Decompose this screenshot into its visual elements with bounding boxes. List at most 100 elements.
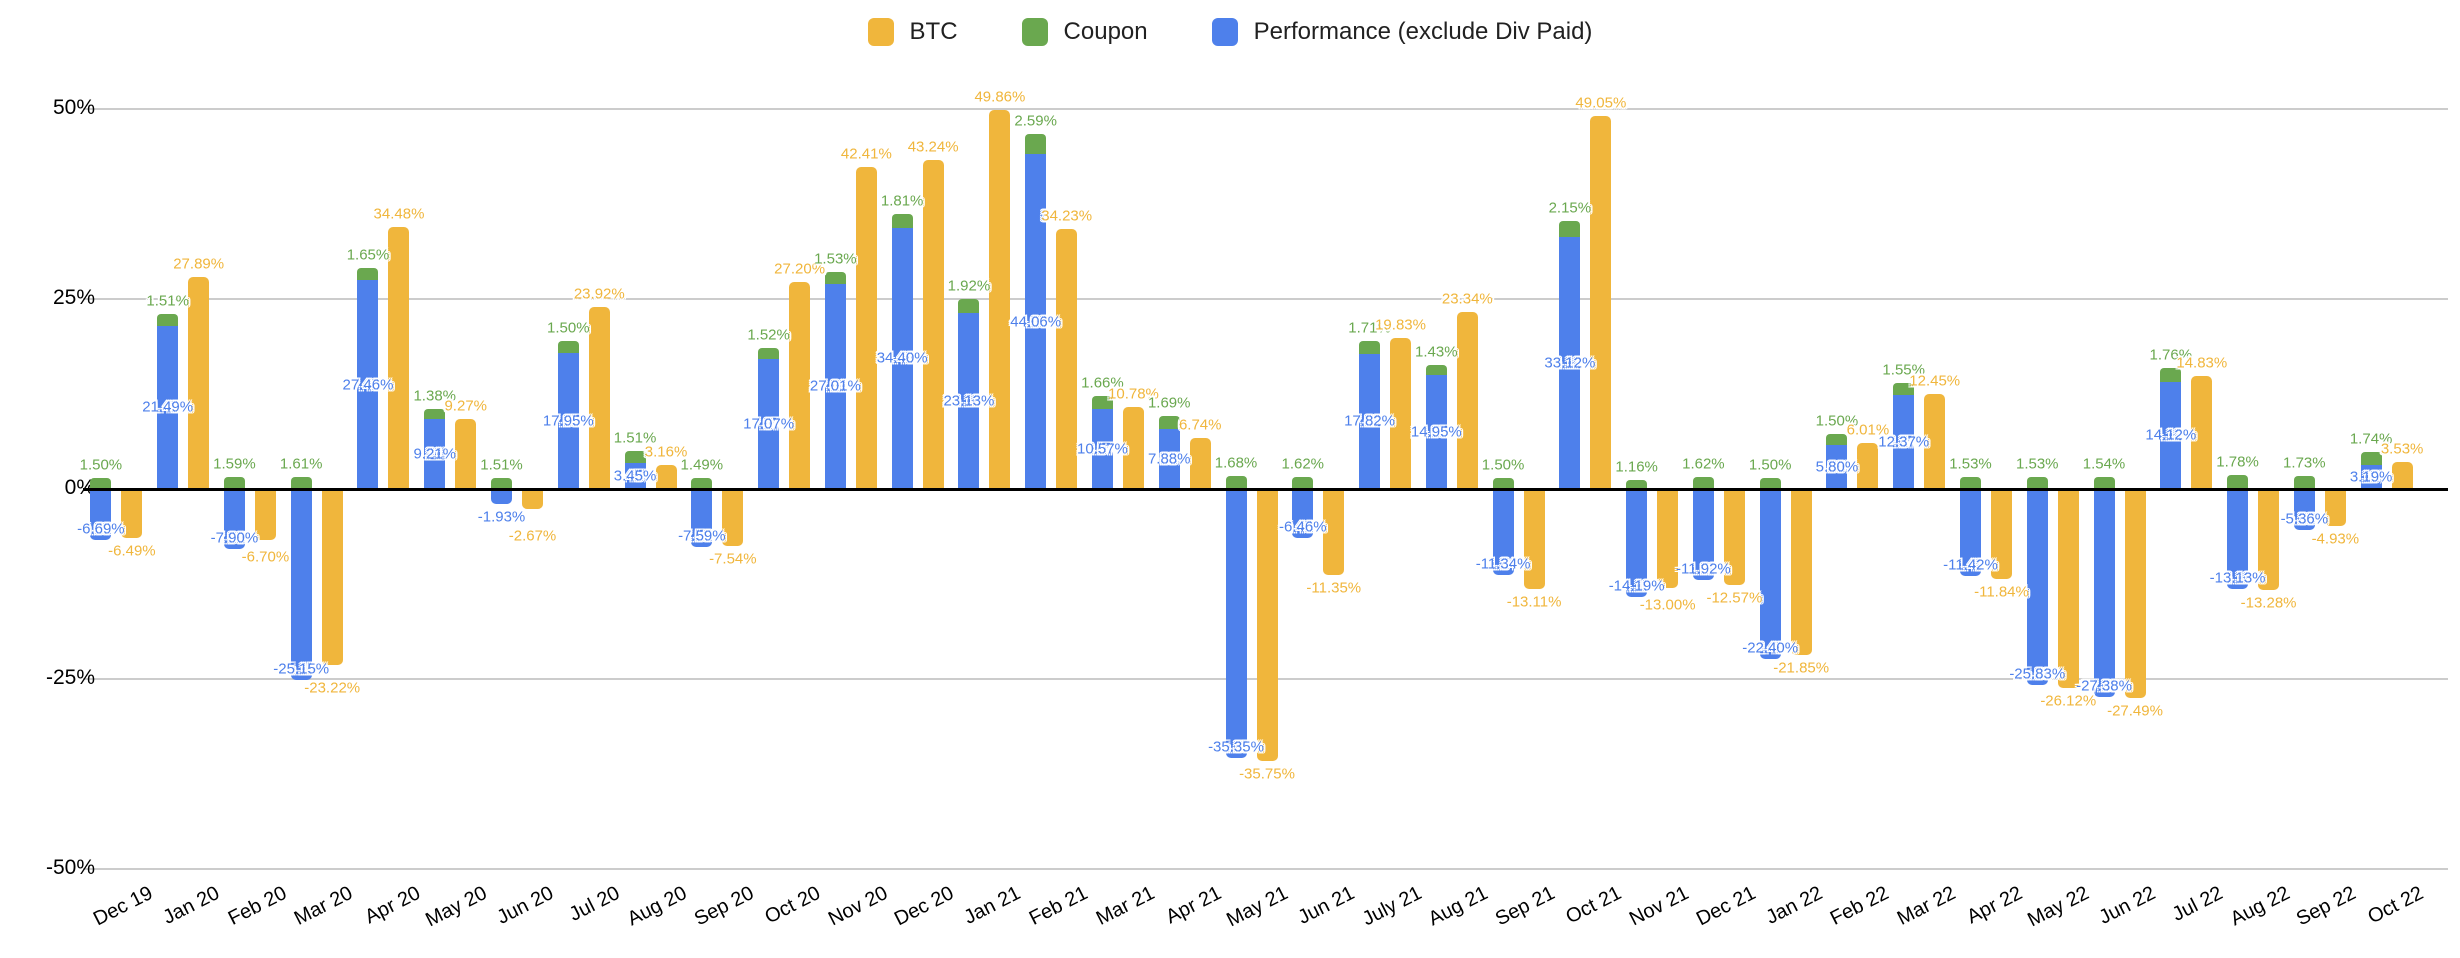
- label-performance: 5.80%: [1815, 458, 1859, 476]
- label-coupon: 1.73%: [2283, 454, 2326, 472]
- bar-btc: [188, 277, 210, 489]
- bar-coupon: [2293, 475, 2315, 489]
- label-btc: -11.84%: [1974, 583, 2029, 601]
- bar-btc: [2057, 489, 2079, 688]
- bar-performance: [424, 419, 446, 489]
- bar-coupon: [1292, 476, 1314, 489]
- x-tick-label: Jun 21: [1294, 882, 1359, 929]
- x-tick-label: Mar 20: [291, 882, 357, 930]
- label-coupon: 1.62%: [1281, 455, 1325, 473]
- bar-performance: [1826, 444, 1848, 489]
- bar-performance: [290, 489, 312, 681]
- bar-coupon: [2360, 451, 2382, 465]
- label-btc: -13.28%: [2240, 594, 2297, 612]
- label-coupon: 1.78%: [2216, 453, 2259, 471]
- x-tick-label: Apr 22: [1963, 882, 2026, 929]
- label-btc: 19.83%: [1375, 316, 1426, 334]
- bar-btc: [121, 489, 143, 539]
- label-btc: 49.86%: [974, 88, 1026, 106]
- label-coupon: 1.55%: [1882, 361, 1925, 379]
- x-tick-label: Sep 21: [1492, 882, 1559, 931]
- bar-performance: [90, 489, 112, 540]
- label-btc: 10.78%: [1108, 385, 1159, 403]
- label-btc: -4.93%: [2311, 530, 2360, 548]
- bar-coupon: [223, 476, 245, 489]
- label-performance: 17.95%: [542, 412, 594, 430]
- label-coupon: 1.51%: [613, 429, 657, 447]
- x-tick-label: Feb 20: [224, 882, 290, 930]
- bar-performance: [1492, 489, 1514, 576]
- bar-btc: [722, 489, 744, 547]
- x-tick-label: Feb 21: [1025, 882, 1092, 930]
- bar-performance: [223, 489, 245, 550]
- x-tick-label: Mar 22: [1893, 882, 1960, 930]
- label-btc: -11.35%: [1306, 579, 1362, 597]
- bar-btc: [1990, 489, 2012, 579]
- label-btc: 14.83%: [2176, 354, 2228, 372]
- bar-performance: [1692, 489, 1714, 580]
- bar-btc: [2258, 489, 2280, 590]
- bar-performance: [624, 462, 646, 489]
- x-tick-label: Mar 21: [1092, 882, 1158, 930]
- label-performance: -14.19%: [1608, 577, 1665, 595]
- performance-swatch-icon: [1211, 18, 1238, 46]
- bar-coupon: [1626, 480, 1648, 489]
- label-btc: 34.23%: [1041, 207, 1093, 225]
- bar-btc: [1122, 407, 1144, 489]
- bar-coupon: [624, 451, 646, 463]
- legend-item-performance: Performance (exclude Div Paid): [1211, 18, 1592, 46]
- bar-performance: [824, 283, 846, 489]
- label-coupon: 1.16%: [1615, 458, 1658, 476]
- y-tick-label: 0%: [64, 476, 95, 499]
- label-performance: -6.69%: [77, 520, 125, 538]
- label-btc: 6.01%: [1846, 421, 1890, 439]
- bar-performance: [1626, 489, 1648, 597]
- bar-performance: [491, 489, 512, 504]
- bar-coupon: [2026, 477, 2048, 489]
- bar-performance: [2026, 489, 2048, 686]
- label-coupon: 1.51%: [480, 456, 523, 474]
- label-coupon: 1.50%: [1748, 456, 1792, 474]
- label-performance: -25.83%: [2009, 665, 2066, 683]
- bar-coupon: [2093, 477, 2115, 489]
- bar-performance: [1292, 489, 1314, 539]
- bar-btc: [254, 489, 276, 540]
- bar-performance: [557, 352, 579, 489]
- label-btc: 42.41%: [840, 145, 892, 163]
- bar-btc: [655, 464, 677, 489]
- grid-line: [83, 298, 2448, 300]
- bar-performance: [1158, 429, 1180, 489]
- y-tick-label: -25%: [45, 666, 95, 689]
- bar-btc: [588, 307, 610, 489]
- label-performance: 34.40%: [876, 349, 928, 367]
- label-btc: -6.49%: [108, 542, 156, 560]
- bar-performance: [1091, 408, 1113, 489]
- bar-coupon: [424, 408, 446, 419]
- bar-performance: [2160, 381, 2182, 489]
- x-tick-label: Oct 21: [1562, 882, 1626, 929]
- bar-btc: [1657, 489, 1679, 588]
- bar-coupon: [357, 267, 379, 281]
- label-performance: -27.38%: [2076, 677, 2132, 695]
- label-performance: -25.15%: [273, 660, 330, 678]
- bar-performance: [1425, 375, 1447, 489]
- label-performance: 14.12%: [2145, 426, 2197, 444]
- bar-coupon: [90, 477, 112, 489]
- x-tick-label: May 22: [2024, 882, 2093, 932]
- label-btc: 34.48%: [373, 205, 425, 223]
- bar-coupon: [1225, 476, 1247, 489]
- bar-btc: [1256, 489, 1278, 761]
- bar-btc: [989, 110, 1011, 489]
- x-tick-label: Aug 21: [1425, 882, 1492, 931]
- bar-coupon: [1559, 220, 1581, 238]
- label-btc: 23.34%: [1441, 290, 1493, 308]
- label-btc: 27.20%: [774, 260, 826, 278]
- bar-coupon: [824, 272, 846, 284]
- label-btc: -13.11%: [1506, 593, 1562, 611]
- x-tick-label: Jul 22: [2168, 882, 2227, 926]
- bar-performance: [1959, 489, 1981, 576]
- label-btc: -23.22%: [304, 679, 361, 697]
- label-btc: 6.74%: [1178, 416, 1222, 434]
- label-performance: -1.93%: [477, 508, 526, 526]
